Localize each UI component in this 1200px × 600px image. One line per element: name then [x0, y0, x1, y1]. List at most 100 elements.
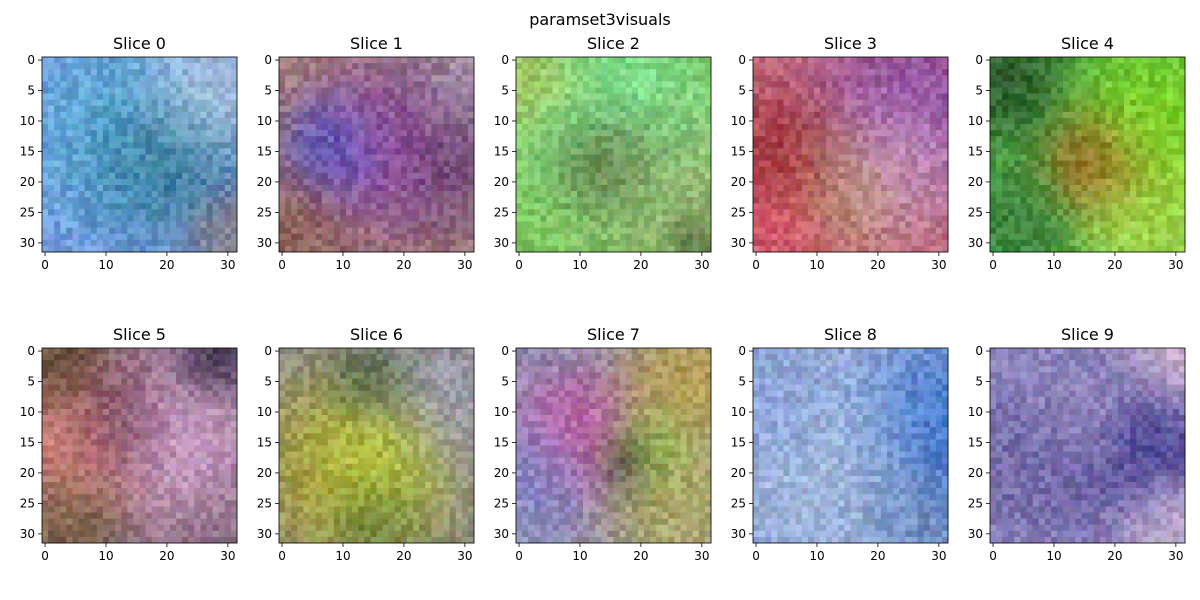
pixel-cell	[176, 130, 183, 137]
pixel-cell	[552, 160, 559, 168]
pixel-cell	[929, 124, 937, 131]
pixel-cell	[1172, 63, 1180, 70]
pixel-cell	[990, 117, 997, 125]
pixel-cell	[188, 191, 195, 198]
pixel-cell	[516, 239, 523, 247]
pixel-cell	[850, 87, 857, 94]
pixel-cell	[862, 178, 870, 186]
pixel-cell	[564, 105, 572, 113]
pixel-cell	[431, 117, 438, 125]
pixel-cell	[929, 209, 937, 216]
pixel-cell	[145, 172, 153, 180]
pixel-cell	[753, 154, 760, 161]
pixel-cell	[680, 93, 687, 100]
x-tick-label: 0	[752, 258, 760, 272]
pixel-cell	[941, 117, 949, 125]
pixel-cell	[777, 63, 784, 70]
pixel-cell	[1020, 81, 1027, 88]
pixel-cell	[704, 215, 712, 222]
pixel-cell	[467, 117, 475, 125]
pixel-cell	[218, 178, 226, 186]
pixel-cell	[807, 75, 815, 82]
pixel-cell	[1038, 160, 1046, 168]
pixel-cell	[139, 172, 146, 180]
pixel-cell	[449, 117, 457, 125]
image-cells	[990, 57, 1186, 253]
pixel-cell	[1087, 124, 1094, 131]
pixel-cell	[570, 166, 578, 174]
pixel-cell	[1166, 124, 1174, 131]
pixel-cell	[1130, 87, 1137, 94]
pixel-cell	[1026, 130, 1033, 137]
pixel-cell	[127, 178, 134, 186]
pixel-cell	[807, 166, 815, 174]
pixel-cell	[862, 148, 870, 155]
pixel-cell	[72, 160, 79, 168]
pixel-cell	[631, 227, 639, 235]
pixel-cell	[1154, 160, 1161, 168]
pixel-cell	[461, 233, 469, 241]
pixel-cell	[206, 75, 213, 82]
pixel-cell	[583, 191, 590, 198]
pixel-cell	[607, 87, 614, 94]
pixel-cell	[1172, 69, 1180, 76]
pixel-cell	[917, 215, 924, 222]
pixel-cell	[176, 124, 183, 131]
pixel-cell	[54, 148, 61, 155]
pixel-cell	[522, 148, 529, 155]
pixel-cell	[1050, 191, 1058, 198]
pixel-cell	[358, 197, 365, 204]
pixel-cell	[941, 148, 949, 155]
pixel-cell	[607, 57, 614, 64]
pixel-cell	[339, 75, 347, 82]
pixel-cell	[686, 130, 694, 137]
pixel-cell	[935, 142, 943, 149]
pixel-cell	[467, 142, 475, 149]
pixel-cell	[1099, 197, 1107, 204]
pixel-cell	[564, 81, 572, 88]
pixel-cell	[121, 160, 128, 168]
pixel-cell	[279, 221, 286, 228]
pixel-cell	[656, 227, 663, 235]
pixel-cell	[801, 57, 809, 64]
pixel-cell	[133, 154, 140, 161]
pixel-cell	[54, 154, 61, 161]
pixel-cell	[72, 184, 79, 192]
pixel-cell	[1172, 142, 1180, 149]
pixel-cell	[339, 154, 347, 161]
pixel-cell	[771, 154, 778, 161]
pixel-cell	[789, 148, 796, 155]
pixel-cell	[224, 148, 232, 155]
pixel-cell	[564, 166, 572, 174]
pixel-cell	[1002, 75, 1009, 82]
pixel-cell	[376, 166, 383, 174]
pixel-cell	[339, 227, 347, 235]
pixel-cell	[686, 166, 694, 174]
pixel-cell	[1087, 191, 1094, 198]
pixel-cell	[1160, 111, 1168, 119]
pixel-cell	[589, 148, 596, 155]
pixel-cell	[850, 239, 857, 247]
pixel-cell	[206, 93, 213, 100]
pixel-cell	[990, 148, 997, 155]
pixel-cell	[78, 105, 85, 113]
pixel-cell	[856, 111, 864, 119]
pixel-cell	[662, 105, 669, 113]
pixel-cell	[133, 184, 140, 192]
pixel-cell	[686, 63, 694, 70]
pixel-cell	[72, 178, 79, 186]
pixel-cell	[893, 178, 900, 186]
pixel-cell	[680, 63, 687, 70]
pixel-cell	[850, 160, 857, 168]
pixel-cell	[662, 178, 669, 186]
y-tick-label: 25	[731, 205, 746, 219]
pixel-cell	[844, 178, 851, 186]
pixel-cell	[564, 191, 572, 198]
pixel-cell	[230, 69, 238, 76]
pixel-cell	[838, 221, 845, 228]
pixel-cell	[801, 105, 809, 113]
pixel-cell	[674, 215, 681, 222]
pixel-cell	[449, 142, 457, 149]
pixel-cell	[443, 148, 450, 155]
pixel-cell	[686, 75, 694, 82]
